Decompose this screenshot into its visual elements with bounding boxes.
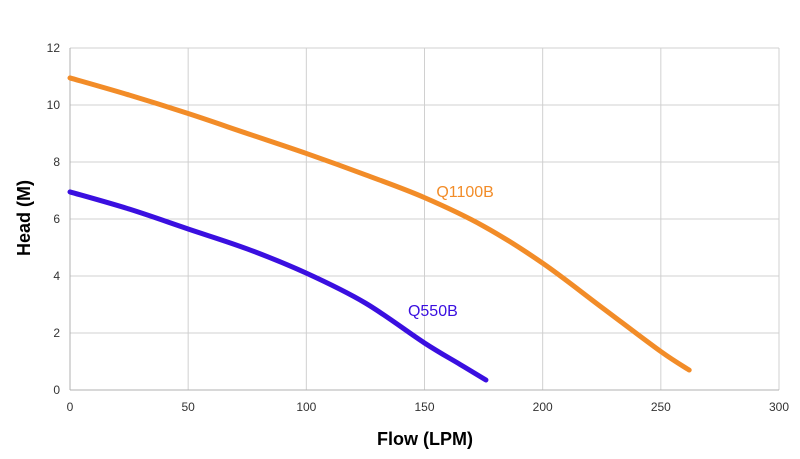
y-axis-title: Head (M) xyxy=(14,180,34,256)
x-tick-label: 200 xyxy=(533,400,553,414)
series-label-q1100b: Q1100B xyxy=(436,184,494,201)
series-line-q1100b xyxy=(67,75,692,373)
series-label-q550b: Q550B xyxy=(408,303,458,320)
y-tick-label: 12 xyxy=(47,41,61,55)
x-tick-label: 300 xyxy=(769,400,789,414)
y-tick-label: 6 xyxy=(53,212,60,226)
x-tick-label: 150 xyxy=(414,400,434,414)
y-tick-label: 8 xyxy=(53,155,60,169)
series-line-q550b xyxy=(67,189,489,383)
x-tick-label: 250 xyxy=(651,400,671,414)
y-tick-label: 10 xyxy=(47,98,61,112)
x-tick-label: 0 xyxy=(67,400,74,414)
grid xyxy=(69,47,780,391)
x-tick-label: 50 xyxy=(181,400,195,414)
series-labels: Q1100B Q550B xyxy=(408,184,494,320)
series-lines xyxy=(67,75,692,383)
y-tick-label: 2 xyxy=(53,326,60,340)
x-tick-label: 100 xyxy=(296,400,316,414)
x-axis-title: Flow (LPM) xyxy=(377,429,473,449)
y-tick-labels: 0 2 4 6 8 10 12 xyxy=(47,41,61,397)
y-tick-label: 0 xyxy=(53,383,60,397)
y-tick-label: 4 xyxy=(53,269,60,283)
x-tick-labels: 0 50 100 150 200 250 300 xyxy=(67,400,790,414)
